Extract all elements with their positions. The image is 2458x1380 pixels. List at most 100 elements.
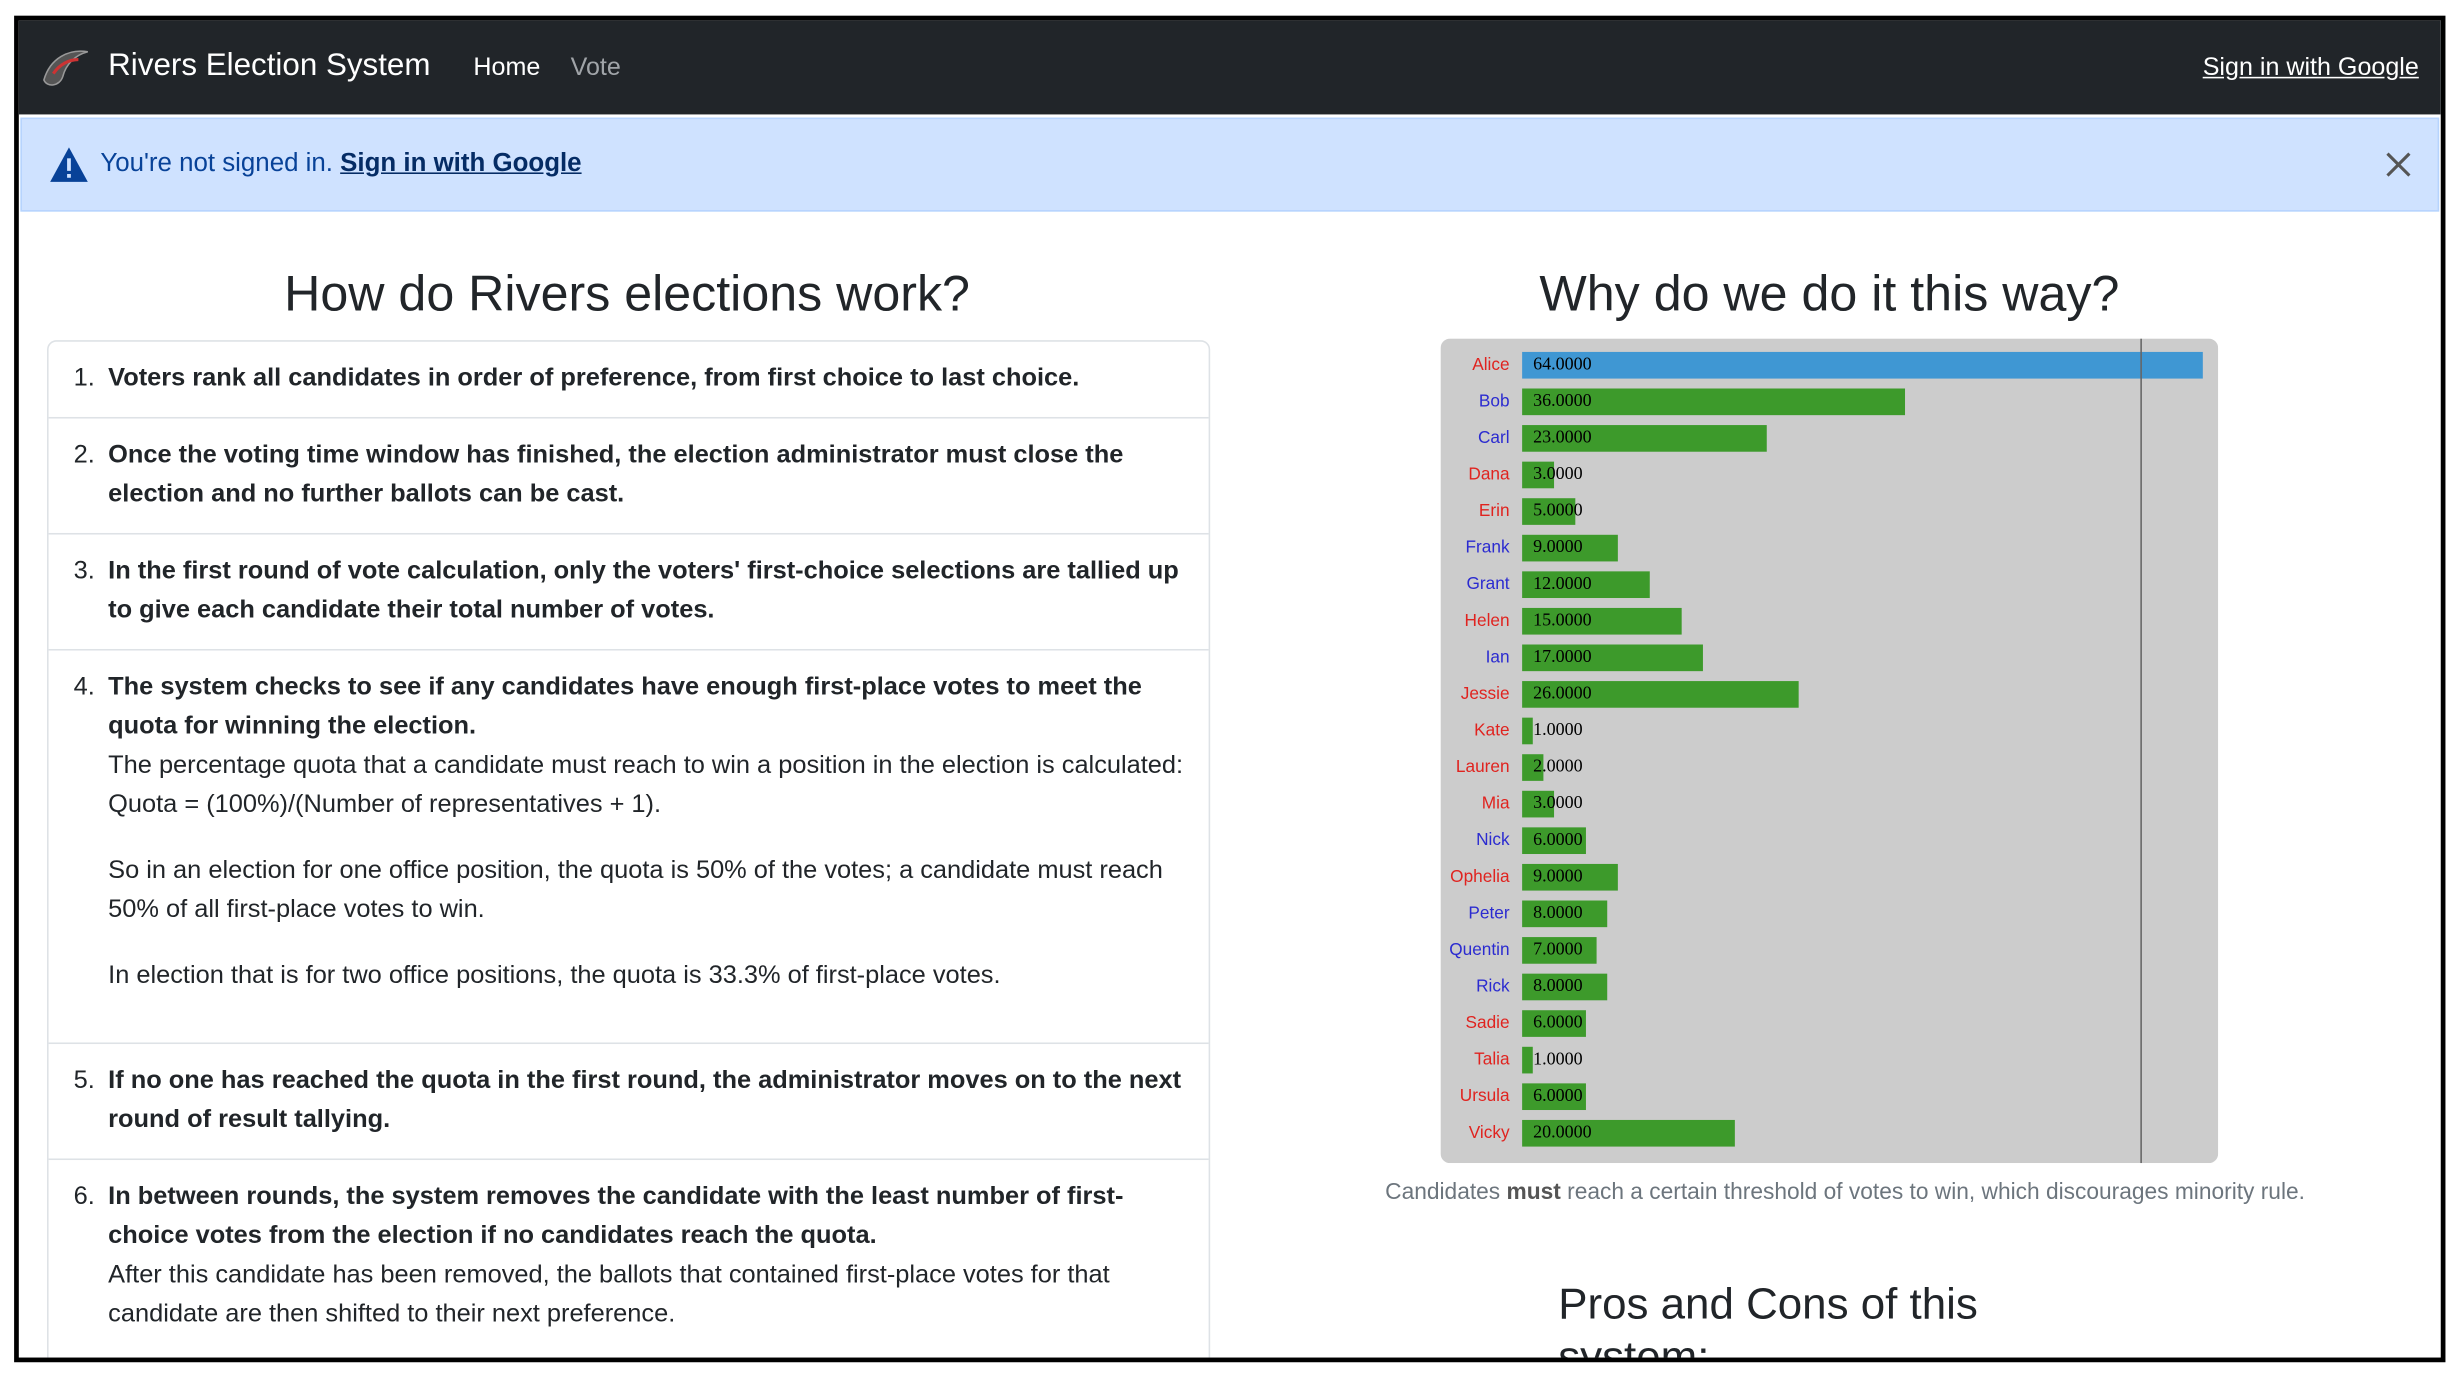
value-label: 26.0000 [1533,683,1592,703]
logo [43,50,88,86]
heading: How do Rivers elections work? [284,264,970,322]
item-body: The system checks to see if any candidat… [108,668,1183,996]
candidate-label: Rick [1476,976,1510,996]
caption-text: Candidates [1385,1180,1507,1206]
item-number: 2. [73,440,95,469]
value-label: 6.0000 [1533,1012,1583,1032]
item-title: Voters rank all candidates in order of p… [108,363,1080,392]
value-label: 17.0000 [1533,646,1592,666]
item-body: Once the voting time window has finished… [108,436,1183,514]
value-label: 23.0000 [1533,427,1592,447]
close-button[interactable] [2384,150,2412,178]
bar [1522,607,1682,635]
item-number: 5. [73,1065,95,1095]
bar [1522,498,1576,525]
candidate-label: Frank [1466,537,1510,557]
value-label: 7.0000 [1533,939,1583,959]
alert: You're not signed in. Sign in with Googl… [20,117,2440,212]
value-label: 9.0000 [1533,865,1583,885]
value-label: 9.0000 [1533,536,1583,556]
warning-icon [50,147,88,182]
value-label: 6.0000 [1533,829,1583,849]
bar [1522,827,1586,855]
bar [1522,1083,1586,1111]
bar [1522,900,1608,928]
candidate-label: Bob [1479,390,1510,410]
bar [1522,534,1618,562]
item-title: The system checks to see if any candidat… [108,672,1142,740]
value-label: 1.0000 [1533,1048,1583,1068]
bar [1522,388,1906,416]
item-body: Voters rank all candidates in order of p… [108,359,1079,398]
candidate-label: Mia [1482,793,1510,813]
value-label: 15.0000 [1533,609,1592,629]
bar [1522,973,1608,1001]
item-title: Once the voting time window has finished… [108,440,1124,508]
value-label: 20.0000 [1533,1121,1592,1141]
item-number: 1. [73,363,95,392]
item-paragraph: In election that is for two office posit… [108,960,1001,990]
item-body: If no one has reached the quota in the f… [108,1061,1183,1139]
bar [1522,461,1555,489]
candidate-label: Kate [1474,720,1509,740]
nav-link[interactable]: Home [473,54,541,82]
item-number: 3. [73,556,95,585]
candidate-label: Ophelia [1450,866,1510,886]
item-paragraph: The percentage quota that a candidate mu… [108,750,1184,819]
sign-in-link[interactable]: Sign in with Google [2202,54,2419,82]
bar [1522,790,1555,818]
bar [1522,644,1703,672]
list-item: 4. The system checks to see if any candid… [48,648,1209,1042]
candidate-label: Grant [1466,573,1509,593]
bar [1522,1046,1533,1074]
alert-message: You're not signed in. Sign in with Googl… [100,149,581,179]
value-label: 3.0000 [1533,792,1583,812]
value-label: 8.0000 [1533,902,1583,922]
brand[interactable]: Rivers Election System [108,48,431,84]
alert-text: You're not signed in. [100,148,341,178]
candidate-label: Sadie [1466,1012,1510,1032]
value-label: 1.0000 [1533,719,1583,739]
value-label: 3.0000 [1533,463,1583,483]
bar [1522,681,1799,708]
value-label: 6.0000 [1533,1085,1583,1105]
bar [1522,754,1544,781]
list-item: 1. Voters rank all candidates in order of… [49,342,1209,417]
candidate-label: Quentin [1449,939,1509,959]
candidate-label: Carl [1478,427,1510,447]
bar [1522,1010,1586,1037]
navbar: Rivers Election System Home Vote Sign in… [18,20,2441,115]
item-title: In the first round of vote calculation, … [108,556,1179,624]
list-item: 2. Once the voting time window has finish… [48,416,1209,533]
item-paragraph: So, their second-choice candidate now be… [108,1361,1183,1363]
candidate-label: Erin [1479,500,1510,520]
bar [1522,863,1618,891]
candidate-label: Nick [1476,829,1510,849]
candidate-label: Talia [1474,1049,1510,1069]
value-label: 64.0000 [1533,353,1592,373]
list-item: 6. In between rounds, the system removes … [48,1158,1209,1363]
item-number: 6. [73,1181,95,1211]
browser-frame: Rivers Election System Home Vote Sign in… [14,15,2446,1363]
bar [1522,1119,1735,1147]
caption-text: reach a certain threshold of votes to wi… [1560,1180,2305,1206]
item-title: In between rounds, the system removes th… [108,1181,1124,1250]
list-item: 3. In the first round of vote calculation… [48,532,1209,649]
bar [1522,937,1597,964]
value-label: 2.0000 [1533,756,1583,776]
candidate-label: Ursula [1460,1085,1510,1105]
caption-emphasis: must [1506,1180,1561,1206]
candidate-label: Alice [1472,354,1509,374]
item-body: In the first round of vote calculation, … [108,552,1183,630]
bar [1522,425,1767,452]
list-item: 5. If no one has reached the quota in the… [48,1042,1209,1158]
candidate-label: Dana [1468,464,1510,484]
candidate-label: Ian [1486,646,1510,666]
candidate-label: Helen [1465,610,1510,630]
heading: Why do we do it this way? [1539,264,2120,322]
alert-link[interactable]: Sign in with Google [340,148,582,178]
nav-link[interactable]: Vote [570,54,621,82]
item-paragraph: So in an election for one office positio… [108,855,1163,924]
